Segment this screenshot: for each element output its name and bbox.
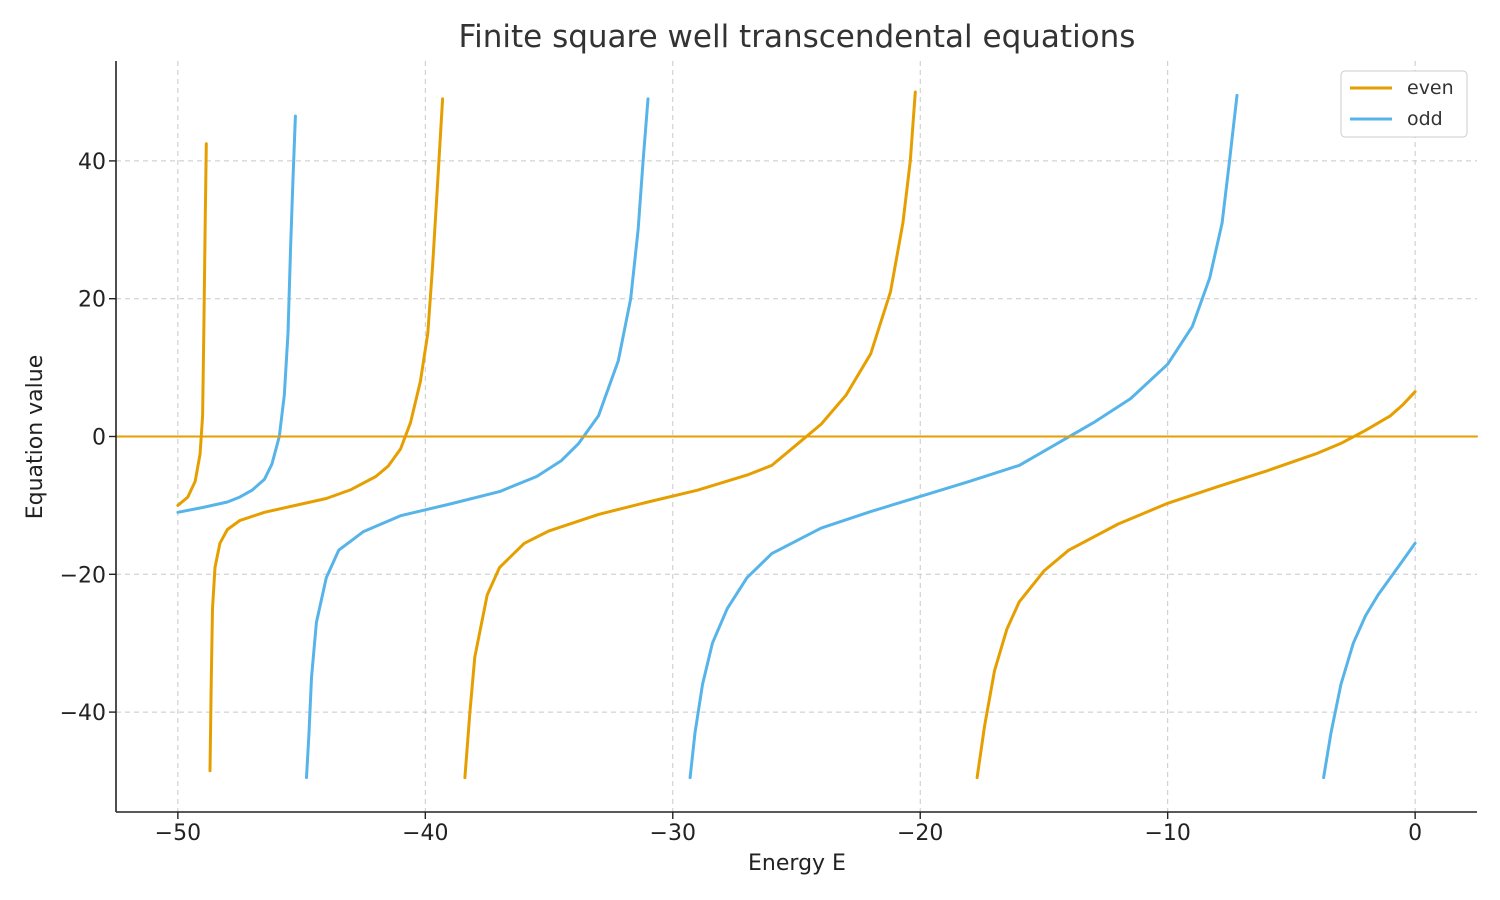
ticks: −50 −40 −30 −20 −10 0 −40 −20 0 20 40 — [60, 150, 1423, 846]
even-curve-branch — [463, 90, 917, 780]
series-layer — [115, 90, 1478, 780]
x-tick-label: −50 — [155, 821, 201, 846]
odd-curve-branch — [176, 114, 297, 514]
x-tick-label: −20 — [897, 821, 943, 846]
y-tick-label: 40 — [78, 150, 106, 175]
y-tick-label: 0 — [92, 426, 106, 451]
odd-curve-branch — [305, 97, 650, 780]
odd-curve-branch — [688, 93, 1239, 780]
y-axis-label: Equation value — [23, 355, 48, 520]
y-tick-label: 20 — [78, 288, 106, 313]
even-curve-branch — [975, 390, 1417, 780]
legend-label-even: even — [1407, 77, 1454, 99]
x-tick-label: −10 — [1144, 821, 1190, 846]
even-curve-branch — [208, 97, 445, 773]
x-tick-label: −40 — [402, 821, 448, 846]
chart-title: Finite square well transcendental equati… — [459, 19, 1136, 55]
x-tick-label: 0 — [1408, 821, 1422, 846]
x-axis-label: Energy E — [748, 851, 846, 876]
even-curve-branch — [176, 142, 208, 507]
y-tick-label: −20 — [60, 563, 106, 588]
x-tick-label: −30 — [650, 821, 696, 846]
legend: even odd — [1340, 70, 1468, 138]
y-tick-label: −40 — [60, 701, 106, 726]
series-odd — [176, 93, 1417, 780]
odd-curve-branch — [1322, 541, 1417, 780]
legend-label-odd: odd — [1407, 108, 1443, 130]
series-even — [176, 90, 1417, 780]
